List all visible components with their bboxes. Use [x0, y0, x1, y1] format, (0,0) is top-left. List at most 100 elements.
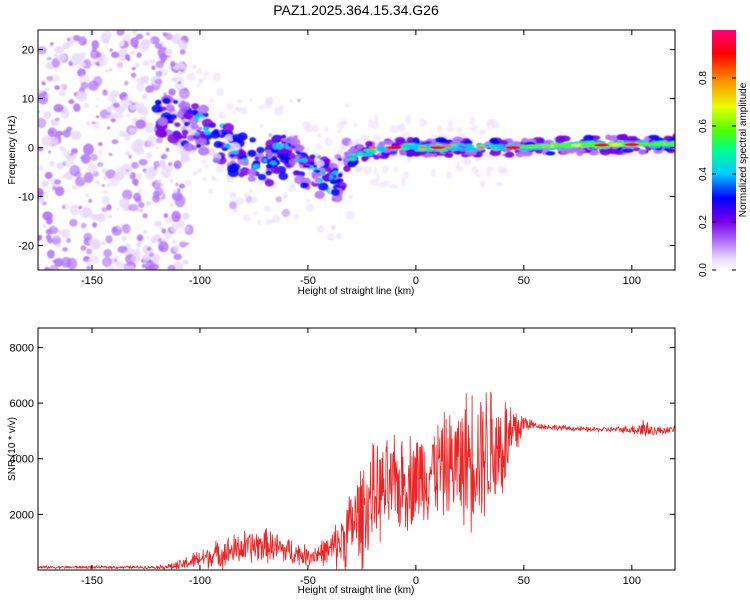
spectrogram-blob [66, 126, 73, 132]
spectrogram-blob [340, 144, 347, 151]
spectrogram-blob [56, 130, 64, 137]
spectrogram-blob [47, 56, 52, 61]
spectrogram-blob [157, 46, 169, 59]
spectrogram-blob [60, 256, 72, 268]
spectrogram-blob [154, 99, 162, 105]
spectrogram-blob [469, 147, 477, 151]
spectrogram-blob [160, 183, 164, 187]
spectrogram-blob [145, 200, 152, 207]
spectrogram-blob [92, 222, 98, 228]
spectrogram-blob [86, 265, 91, 270]
spectrogram-blob [378, 182, 385, 189]
spectrogram-blob [208, 188, 214, 194]
spectrogram-blob [46, 249, 55, 259]
spectrogram-blob [177, 63, 186, 70]
spectrogram-blob [204, 130, 211, 135]
spectrogram-blob [253, 211, 258, 216]
spectrogram-blob [44, 171, 53, 180]
spectrogram-blob [247, 169, 257, 177]
spectrogram-blob [104, 216, 114, 223]
spectrogram-blob [108, 67, 113, 72]
spectrogram-blob [346, 157, 357, 161]
spectrogram-blob [142, 253, 151, 262]
spectrogram-blob [117, 245, 128, 254]
spectrogram-blob [264, 179, 275, 187]
spectrogram-blob [243, 214, 251, 222]
spectrogram-blob [369, 178, 380, 186]
spectrogram-blob [180, 100, 186, 105]
spectrogram-blob [85, 193, 90, 198]
spectrogram-blob [168, 88, 176, 96]
spectrogram-blob [73, 103, 81, 112]
spectrogram-blob [101, 207, 108, 212]
spectrogram-blob [330, 226, 336, 231]
spectrogram-blob [197, 126, 203, 131]
spectrogram-blob [278, 172, 289, 181]
spectrogram-blob [198, 104, 210, 114]
snr-series-line [38, 391, 675, 570]
spectrogram-blob [97, 162, 104, 167]
spectrogram-blob [632, 147, 641, 152]
spectrogram-blob [356, 143, 363, 151]
spectrogram-blob [147, 38, 154, 44]
snr-y-tick-label: 4000 [10, 454, 34, 466]
spectrogram-blob [107, 214, 113, 219]
spectrogram-blob [347, 160, 357, 168]
spectrogram-blob [238, 172, 245, 178]
spectrogram-blob [179, 241, 187, 248]
spectrogram-blob [237, 132, 248, 141]
spectrogram-blob [257, 178, 264, 186]
spectrogram-blob [126, 57, 131, 62]
spectrogram-blob [151, 65, 156, 71]
spectrogram-blob [293, 213, 300, 220]
spectrogram-blob [70, 53, 82, 66]
spectrogram-blob [297, 98, 301, 103]
spectrogram-blob [142, 93, 148, 99]
spectrogram-blob [389, 124, 400, 134]
spectrogram-blob [95, 180, 100, 185]
spectrogram-blob [623, 142, 640, 147]
spectrogram-blob [256, 219, 262, 225]
spectrogram-blob [292, 170, 300, 176]
spectrogram-blob [393, 165, 398, 173]
spectrogram-blob [406, 155, 412, 164]
spectrogram-blob [175, 182, 179, 187]
spectrogram-blob [154, 220, 162, 227]
spectrogram-blob [311, 124, 319, 132]
spectrogram-blob [204, 164, 209, 169]
spectrogram-y-tick-label: -20 [18, 241, 34, 253]
spectrogram-blob [110, 90, 120, 98]
spectrogram-blob [40, 30, 50, 38]
spectrogram-blob [90, 214, 97, 219]
spectrogram-blob [150, 236, 157, 244]
spectrogram-blob [330, 157, 337, 163]
spectrogram-blob [155, 70, 163, 78]
spectrogram-blob [181, 129, 189, 136]
spectrogram-blob [486, 169, 491, 178]
spectrogram-blob [221, 147, 228, 151]
spectrogram-blob [284, 143, 289, 149]
spectrogram-blob [447, 120, 454, 128]
spectrogram-blob [91, 39, 100, 50]
spectrogram-blob [191, 103, 200, 110]
spectrogram-x-tick-label: 50 [518, 275, 530, 287]
spectrogram-blob [95, 105, 99, 108]
spectrogram-blob [337, 128, 342, 134]
spectrogram-blob [373, 167, 378, 175]
spectrogram-blob [344, 103, 350, 108]
spectrogram-blob [525, 144, 538, 149]
spectrogram-blob [51, 235, 61, 246]
spectrogram-blob [82, 59, 92, 69]
spectrogram-blob [164, 232, 172, 240]
spectrogram-blob [406, 136, 415, 143]
spectrogram-blob [158, 238, 162, 243]
spectrogram-blob [218, 111, 226, 120]
spectrogram-blob [317, 155, 322, 159]
spectrogram-blob [289, 98, 294, 103]
spectrogram-blob [38, 234, 42, 242]
spectrogram-blob [79, 74, 90, 85]
spectrogram-blob [265, 218, 272, 225]
spectrogram-blob [154, 187, 164, 196]
spectrogram-blob [64, 159, 75, 168]
